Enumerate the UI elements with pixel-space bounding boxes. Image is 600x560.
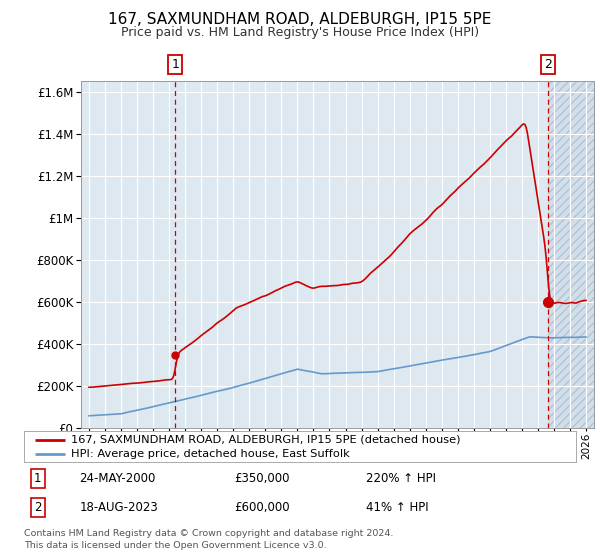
Text: 18-AUG-2023: 18-AUG-2023 — [79, 501, 158, 514]
Text: 2: 2 — [544, 58, 552, 71]
Text: 167, SAXMUNDHAM ROAD, ALDEBURGH, IP15 5PE: 167, SAXMUNDHAM ROAD, ALDEBURGH, IP15 5P… — [109, 12, 491, 27]
Text: Contains HM Land Registry data © Crown copyright and database right 2024.
This d: Contains HM Land Registry data © Crown c… — [24, 529, 394, 550]
Text: Price paid vs. HM Land Registry's House Price Index (HPI): Price paid vs. HM Land Registry's House … — [121, 26, 479, 39]
Text: £350,000: £350,000 — [234, 472, 289, 485]
Text: 24-MAY-2000: 24-MAY-2000 — [79, 472, 155, 485]
Text: 220% ↑ HPI: 220% ↑ HPI — [366, 472, 436, 485]
Text: 1: 1 — [172, 58, 179, 71]
Bar — [548, 81, 594, 428]
Text: 41% ↑ HPI: 41% ↑ HPI — [366, 501, 429, 514]
Text: 167, SAXMUNDHAM ROAD, ALDEBURGH, IP15 5PE (detached house): 167, SAXMUNDHAM ROAD, ALDEBURGH, IP15 5P… — [71, 435, 460, 445]
Text: HPI: Average price, detached house, East Suffolk: HPI: Average price, detached house, East… — [71, 449, 350, 459]
Text: 2: 2 — [34, 501, 41, 514]
Text: 1: 1 — [34, 472, 41, 485]
Text: £600,000: £600,000 — [234, 501, 289, 514]
Bar — [548, 81, 594, 428]
